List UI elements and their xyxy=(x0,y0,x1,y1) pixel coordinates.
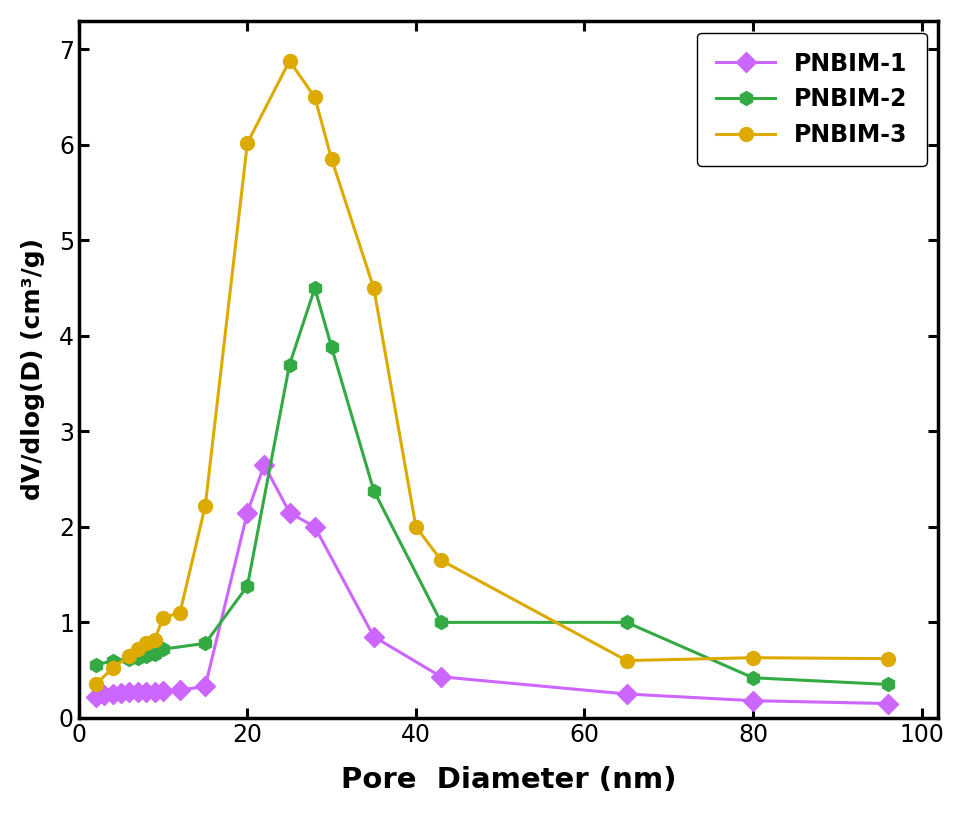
PNBIM-1 xyxy=(106,689,118,699)
PNBIM-1 xyxy=(747,696,759,706)
PNBIM-1 xyxy=(199,681,211,691)
PNBIM-2 xyxy=(149,649,161,659)
PNBIM-3 xyxy=(410,522,422,531)
PNBIM-3 xyxy=(621,656,632,666)
PNBIM-2 xyxy=(242,581,253,591)
PNBIM-3 xyxy=(106,663,118,673)
PNBIM-2 xyxy=(283,359,295,369)
PNBIM-1 xyxy=(621,689,632,699)
PNBIM-3 xyxy=(309,92,321,102)
PNBIM-3 xyxy=(124,651,135,661)
PNBIM-2 xyxy=(140,651,152,661)
PNBIM-1 xyxy=(368,632,380,641)
PNBIM-3 xyxy=(158,613,169,623)
PNBIM-3 xyxy=(747,653,759,663)
PNBIM-2 xyxy=(309,284,321,293)
PNBIM-1 xyxy=(140,687,152,697)
X-axis label: Pore  Diameter (nm): Pore Diameter (nm) xyxy=(341,766,676,794)
Y-axis label: dV/dlog(D) (cm³/g): dV/dlog(D) (cm³/g) xyxy=(21,238,44,500)
PNBIM-2 xyxy=(199,638,211,648)
PNBIM-2 xyxy=(132,653,144,663)
PNBIM-1 xyxy=(309,522,321,531)
Line: PNBIM-1: PNBIM-1 xyxy=(89,458,894,711)
PNBIM-3 xyxy=(242,139,253,148)
PNBIM-3 xyxy=(132,644,144,654)
PNBIM-1 xyxy=(258,460,270,469)
PNBIM-1 xyxy=(242,508,253,518)
PNBIM-2 xyxy=(106,656,118,666)
PNBIM-1 xyxy=(174,685,186,695)
PNBIM-2 xyxy=(435,618,447,628)
PNBIM-1 xyxy=(99,690,110,700)
PNBIM-3 xyxy=(368,284,380,293)
PNBIM-1 xyxy=(435,672,447,681)
PNBIM-1 xyxy=(124,687,135,697)
PNBIM-2 xyxy=(621,618,632,628)
Line: PNBIM-3: PNBIM-3 xyxy=(89,54,894,691)
PNBIM-1 xyxy=(90,692,102,702)
PNBIM-3 xyxy=(882,654,894,663)
PNBIM-2 xyxy=(124,654,135,663)
PNBIM-2 xyxy=(326,342,337,352)
PNBIM-2 xyxy=(882,680,894,689)
PNBIM-3 xyxy=(199,501,211,511)
PNBIM-1 xyxy=(132,687,144,697)
PNBIM-3 xyxy=(149,635,161,645)
PNBIM-1 xyxy=(158,686,169,696)
PNBIM-3 xyxy=(140,638,152,648)
Line: PNBIM-2: PNBIM-2 xyxy=(89,281,894,691)
PNBIM-1 xyxy=(115,688,127,698)
PNBIM-1 xyxy=(882,698,894,708)
PNBIM-3 xyxy=(174,608,186,618)
PNBIM-2 xyxy=(90,660,102,670)
PNBIM-1 xyxy=(149,687,161,697)
PNBIM-2 xyxy=(747,673,759,683)
PNBIM-2 xyxy=(368,486,380,496)
PNBIM-1 xyxy=(283,508,295,518)
PNBIM-3 xyxy=(326,154,337,164)
PNBIM-3 xyxy=(283,56,295,66)
PNBIM-3 xyxy=(435,556,447,566)
Legend: PNBIM-1, PNBIM-2, PNBIM-3: PNBIM-1, PNBIM-2, PNBIM-3 xyxy=(697,33,926,166)
PNBIM-2 xyxy=(158,644,169,654)
PNBIM-3 xyxy=(90,680,102,689)
